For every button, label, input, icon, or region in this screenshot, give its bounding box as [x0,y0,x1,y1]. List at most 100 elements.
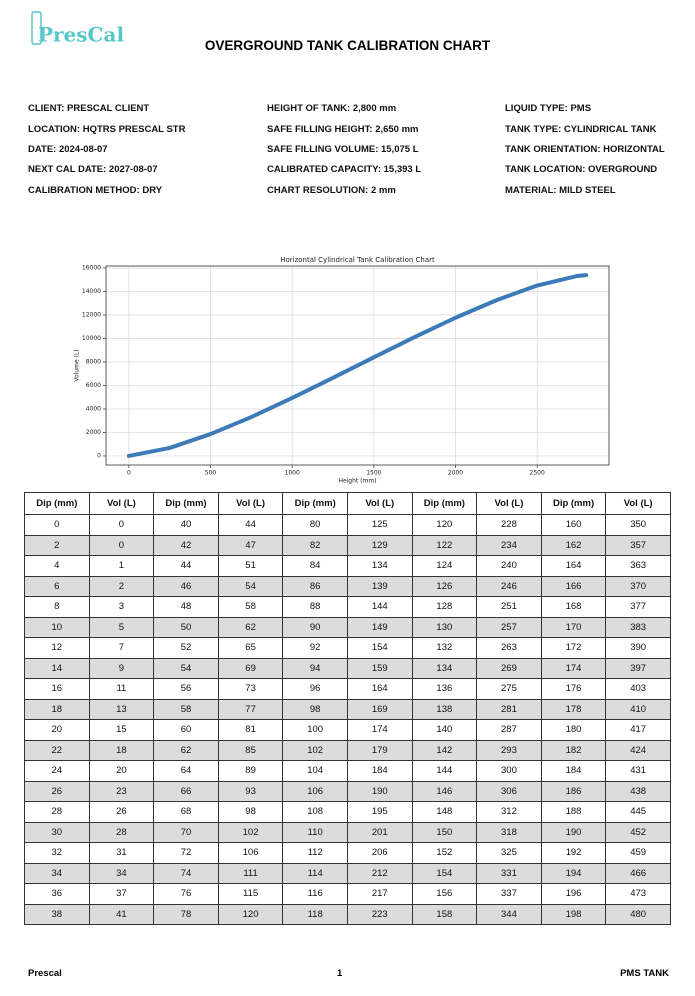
x-tick-label: 500 [205,470,217,477]
column-header: Vol (L) [217,492,284,515]
table-cell: 159 [346,657,413,679]
table-row: 16 11 56 73 96 164 136 275 176 403 [24,678,671,700]
table-cell: 120 [411,514,478,536]
y-tick-label: 14000 [82,288,101,295]
table-cell: 160 [540,514,607,536]
table-cell: 192 [540,842,607,864]
table-cell: 73 [217,678,284,700]
table-cell: 180 [540,719,607,741]
table-cell: 66 [153,780,219,802]
table-cell: 132 [411,637,478,659]
table-cell: 0 [24,514,90,536]
table-cell: 78 [153,903,219,925]
table-cell: 34 [24,862,90,884]
table-cell: 300 [476,760,542,782]
table-cell: 88 [282,596,348,618]
info-field: CALIBRATION METHOD: DRY [28,185,163,196]
table-cell: 34 [88,862,155,884]
table-cell: 184 [540,760,607,782]
table-cell: 201 [346,821,413,843]
table-cell: 424 [605,739,671,761]
table-cell: 70 [153,821,219,843]
table-cell: 417 [605,719,671,741]
table-row: 32 31 72 106 112 206 152 325 192 459 [24,842,671,864]
logo-text: PresCal [38,23,124,47]
table-cell: 363 [605,555,671,577]
table-cell: 138 [411,698,478,720]
table-cell: 54 [217,575,284,597]
table-cell: 20 [88,760,155,782]
table-cell: 312 [476,801,542,823]
table-cell: 102 [282,739,348,761]
table-cell: 102 [217,821,284,843]
logo: PresCal [31,11,124,47]
table-cell: 72 [153,842,219,864]
table-cell: 142 [411,739,478,761]
table-cell: 140 [411,719,478,741]
info-field: TANK TYPE: CYLINDRICAL TANK [505,124,657,135]
table-cell: 115 [217,883,284,905]
table-cell: 251 [476,596,542,618]
table-cell: 23 [88,780,155,802]
table-cell: 152 [411,842,478,864]
table-cell: 46 [153,575,219,597]
table-cell: 13 [88,698,155,720]
table-cell: 139 [346,575,413,597]
y-tick-label: 2000 [86,429,101,436]
table-cell: 144 [346,596,413,618]
table-cell: 246 [476,575,542,597]
table-cell: 111 [217,862,284,884]
column-header: Vol (L) [88,492,155,515]
table-cell: 169 [346,698,413,720]
table-cell: 68 [153,801,219,823]
column-header: Dip (mm) [153,492,219,515]
table-row: 14 9 54 69 94 159 134 269 174 397 [24,657,671,679]
table-row: 4 1 44 51 84 134 124 240 164 363 [24,555,671,577]
info-field: SAFE FILLING HEIGHT: 2,650 mm [267,124,419,135]
x-tick-label: 1500 [366,470,381,477]
table-cell: 9 [88,657,155,679]
table-cell: 154 [346,637,413,659]
table-cell: 110 [282,821,348,843]
header-row: Dip (mm) Vol (L) Dip (mm) Vol (L) Dip (mm) Vo… [24,492,671,515]
table-cell: 44 [217,514,284,536]
table-cell: 0 [88,514,155,536]
table-cell: 331 [476,862,542,884]
table-cell: 459 [605,842,671,864]
table-cell: 190 [346,780,413,802]
table-cell: 7 [88,637,155,659]
table-cell: 164 [346,678,413,700]
table-cell: 452 [605,821,671,843]
table-cell: 122 [411,534,478,556]
table-cell: 2 [24,534,90,556]
table-cell: 129 [346,534,413,556]
table-cell: 51 [217,555,284,577]
footer-right: PMS TANK [620,968,669,979]
table-cell: 377 [605,596,671,618]
info-field: LOCATION: HQTRS PRESCAL STR [28,124,186,135]
table-cell: 223 [346,903,413,925]
table-cell: 116 [282,883,348,905]
table-cell: 198 [540,903,607,925]
table-row: 8 3 48 58 88 144 128 251 168 377 [24,596,671,618]
table-row: 28 26 68 98 108 195 148 312 188 445 [24,801,671,823]
chart-title: Horizontal Cylindrical Tank Calibration … [280,256,435,264]
table-cell: 58 [153,698,219,720]
table-cell: 80 [282,514,348,536]
table-cell: 108 [282,801,348,823]
table-cell: 350 [605,514,671,536]
column-header: Vol (L) [476,492,542,515]
table-row: 10 5 50 62 90 149 130 257 170 383 [24,616,671,638]
table-cell: 168 [540,596,607,618]
table-cell: 8 [24,596,90,618]
table-cell: 112 [282,842,348,864]
table-cell: 1 [88,555,155,577]
table-cell: 36 [24,883,90,905]
table-cell: 15 [88,719,155,741]
y-tick-label: 10000 [82,335,101,342]
y-tick-label: 12000 [82,311,101,318]
table-cell: 65 [217,637,284,659]
table-cell: 431 [605,760,671,782]
table-cell: 52 [153,637,219,659]
calibration-table: Dip (mm) Vol (L) Dip (mm) Vol (L) Dip (mm) Vo… [24,492,671,925]
